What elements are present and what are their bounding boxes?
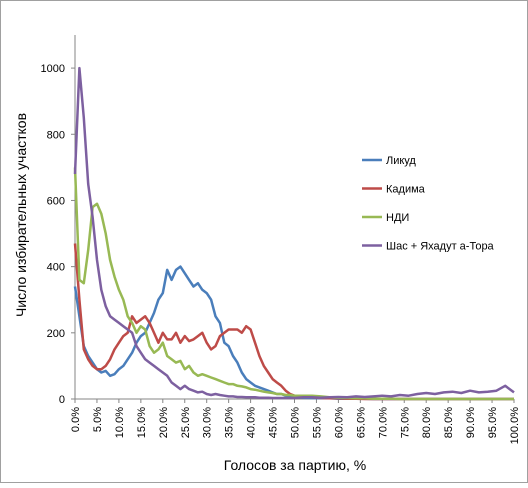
- x-tick-label: 15.0%: [136, 407, 148, 438]
- x-tick-label: 45.0%: [268, 407, 280, 438]
- x-tick-label: 35.0%: [224, 407, 236, 438]
- legend-label: Ликуд: [386, 155, 416, 167]
- legend-label: Шас + Яхадут а-Тора: [386, 241, 495, 253]
- x-tick-label: 65.0%: [355, 407, 367, 438]
- series-line: [73, 66, 515, 400]
- x-tick-label: 60.0%: [333, 407, 345, 438]
- legend-label: НДИ: [386, 212, 409, 224]
- x-tick-label: 50.0%: [290, 407, 302, 438]
- x-tick-label: 40.0%: [246, 407, 258, 438]
- series-line: [73, 167, 514, 401]
- x-tick-label: 80.0%: [421, 407, 433, 438]
- legend-label: Кадима: [386, 184, 426, 196]
- y-tick-label: 1000: [41, 63, 65, 75]
- y-axis-title: Число избирательных участков: [13, 113, 29, 317]
- x-tick-label: 10.0%: [114, 407, 126, 438]
- x-tick-label: 90.0%: [465, 407, 477, 438]
- x-tick-label: 30.0%: [202, 407, 214, 438]
- y-tick-label: 600: [47, 195, 65, 207]
- y-tick-label: 200: [47, 328, 65, 340]
- x-axis-title: Голосов за партию, %: [224, 457, 366, 473]
- y-tick-label: 800: [47, 129, 65, 141]
- x-tick-label: 0.0%: [70, 407, 82, 432]
- x-tick-label: 55.0%: [311, 407, 323, 438]
- x-tick-label: 20.0%: [158, 407, 170, 438]
- x-tick-label: 85.0%: [443, 407, 455, 438]
- x-tick-label: 5.0%: [92, 407, 104, 432]
- y-tick-label: 400: [47, 262, 65, 274]
- x-tick-label: 100.0%: [509, 407, 521, 445]
- y-tick-label: 0: [59, 394, 65, 406]
- x-tick-label: 75.0%: [399, 407, 411, 438]
- x-tick-label: 95.0%: [487, 407, 499, 438]
- x-tick-label: 70.0%: [377, 407, 389, 438]
- x-tick-label: 25.0%: [180, 407, 192, 438]
